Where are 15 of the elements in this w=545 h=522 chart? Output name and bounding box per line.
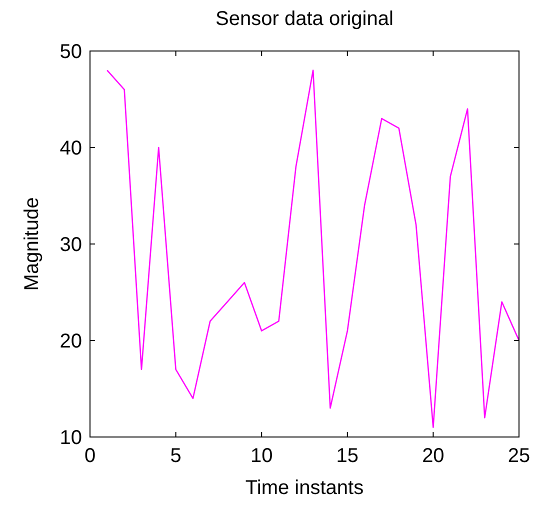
- y-tick-label: 50: [60, 41, 82, 63]
- y-tick-label: 30: [60, 234, 82, 256]
- y-tick-label: 10: [60, 427, 82, 449]
- x-tick-label: 5: [170, 445, 182, 467]
- line-series: [106, 70, 519, 428]
- y-axis-title: Magnitude: [21, 197, 43, 291]
- y-tick-label: 20: [60, 330, 82, 352]
- x-tick-label: 25: [508, 445, 530, 467]
- y-tick-label: 40: [60, 138, 82, 160]
- x-tick-label: 15: [336, 445, 359, 467]
- x-tick-label: 0: [84, 445, 96, 467]
- x-tick-label: 20: [422, 445, 444, 467]
- x-axis-title: Time instants: [245, 477, 364, 499]
- chart-title: Sensor data original: [216, 8, 394, 30]
- x-tick-label: 10: [250, 445, 273, 467]
